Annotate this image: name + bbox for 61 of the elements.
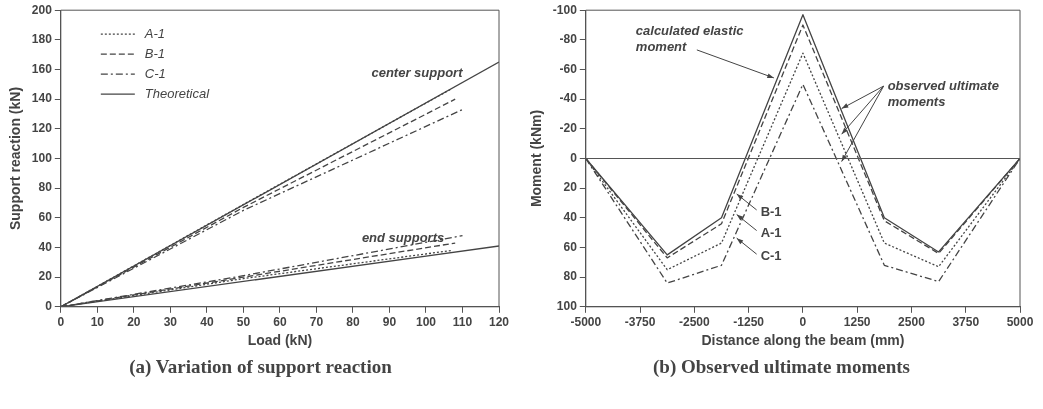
y-tick-label: 80 [38, 180, 53, 195]
y-tick-label: -80 [559, 32, 578, 47]
x-tick-label: 0 [799, 315, 807, 330]
y-tick-label: 0 [570, 150, 578, 165]
x-tick-label: 30 [163, 315, 178, 330]
text: C-1 [760, 248, 782, 264]
legend-label: Theoretical [144, 85, 211, 101]
x-tick-label: 60 [273, 315, 287, 330]
annotation: calculated elastic moment [635, 22, 745, 54]
x-tick-label: 5000 [1006, 315, 1034, 330]
y-tick-label: 180 [31, 32, 53, 47]
y-tick-label: 40 [563, 210, 578, 225]
y-tick-label: -40 [559, 91, 578, 106]
legend-label: B-1 [760, 203, 782, 219]
y-tick-label: -100 [552, 2, 578, 17]
y-tick-label: 200 [31, 2, 53, 17]
x-tick-label: 0 [57, 315, 65, 330]
legend-label: A-1 [143, 25, 166, 41]
x-tick-label: 1250 [843, 315, 871, 330]
y-tick-label: 60 [38, 210, 53, 225]
y-tick-label: -20 [559, 121, 578, 136]
y-tick-label: 20 [563, 180, 578, 195]
x-axis-title: Load (kN) [247, 332, 313, 349]
x-tick-label: 2500 [898, 315, 926, 330]
legend-label: C-1 [144, 65, 166, 81]
x-axis-title: Distance along the beam (mm) [701, 332, 905, 349]
text: (a) Variation of support reaction [128, 356, 393, 378]
legend-label: A-1 [760, 224, 782, 240]
x-tick-label: -5000 [570, 315, 602, 330]
y-tick-label: 80 [563, 269, 578, 284]
x-tick-label: 70 [309, 315, 324, 330]
x-tick-label: 3750 [952, 315, 980, 330]
y-tick-label: 100 [556, 299, 578, 314]
y-axis-title: Support reaction (kN) [7, 86, 24, 231]
y-tick-label: 160 [31, 61, 53, 76]
y-tick-label: 0 [45, 299, 53, 314]
annotation: center support [371, 64, 464, 80]
y-tick-label: 40 [38, 239, 53, 254]
x-tick-label: 100 [415, 315, 437, 330]
x-tick-label: -2500 [679, 315, 711, 330]
x-tick-label: 80 [346, 315, 360, 330]
y-tick-label: 140 [31, 91, 53, 106]
x-tick-label: 10 [90, 315, 105, 330]
y-tick-label: 100 [31, 150, 53, 165]
x-tick-label: 110 [452, 315, 473, 330]
x-tick-label: 120 [488, 315, 510, 330]
y-tick-label: 20 [38, 269, 53, 284]
y-tick-label: 120 [31, 121, 53, 136]
text: (b) Observed ultimate moments [652, 356, 911, 378]
y-axis-title: Moment (kNm) [528, 109, 545, 208]
x-tick-label: -3750 [624, 315, 656, 330]
annotation: observed ultimate moments [887, 78, 999, 110]
y-tick-label: -60 [559, 61, 578, 76]
x-tick-label: -1250 [733, 315, 765, 330]
x-tick-label: 90 [382, 315, 397, 330]
x-tick-label: 40 [200, 315, 214, 330]
x-tick-label: 20 [127, 315, 141, 330]
legend-label: B-1 [144, 45, 166, 61]
annotation: end supports [361, 229, 445, 245]
x-tick-label: 50 [236, 315, 251, 330]
y-tick-label: 60 [563, 239, 578, 254]
